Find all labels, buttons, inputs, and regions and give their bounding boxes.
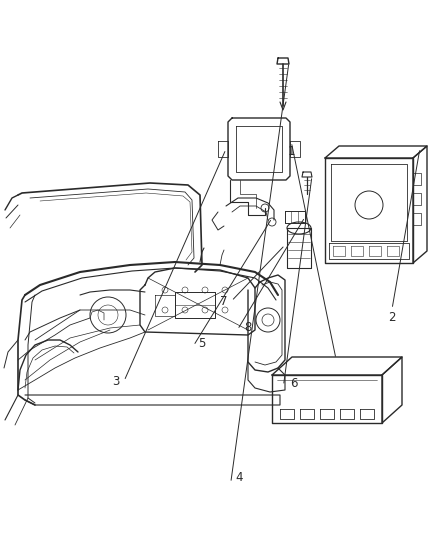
- Text: 5: 5: [198, 337, 205, 350]
- Text: 6: 6: [290, 377, 297, 390]
- Text: 3: 3: [113, 375, 120, 387]
- Text: 4: 4: [235, 471, 243, 483]
- Text: 8: 8: [244, 321, 251, 334]
- Text: 2: 2: [388, 311, 396, 324]
- Text: 7: 7: [219, 295, 227, 308]
- Text: 1: 1: [287, 146, 295, 158]
